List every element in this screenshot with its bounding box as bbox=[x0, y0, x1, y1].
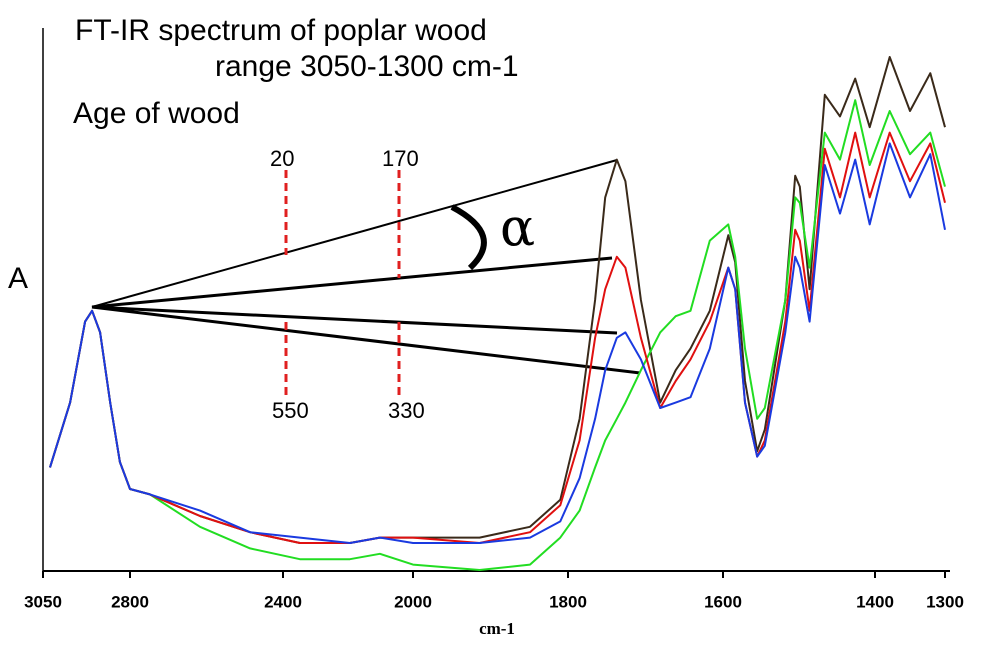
x-tick-label: 2800 bbox=[111, 592, 149, 611]
chart-subtitle: range 3050-1300 cm-1 bbox=[215, 50, 519, 83]
x-tick-label: 2400 bbox=[264, 592, 302, 611]
fan-line bbox=[91, 305, 641, 375]
fan-line bbox=[91, 256, 613, 309]
x-tick-label: 1600 bbox=[704, 592, 742, 611]
age-label: 550 bbox=[272, 398, 309, 423]
age-label: 20 bbox=[270, 146, 294, 171]
chart-title: FT-IR spectrum of poplar wood bbox=[75, 14, 487, 47]
age-label: 330 bbox=[388, 398, 425, 423]
age-markers bbox=[284, 170, 401, 398]
spectrum-line bbox=[49, 142, 946, 544]
fan-lines bbox=[91, 159, 641, 375]
x-tick-label: 1300 bbox=[926, 592, 964, 611]
fan-line bbox=[91, 305, 618, 335]
angle-label: α bbox=[500, 199, 535, 259]
fan-line bbox=[91, 159, 618, 308]
y-axis-label: A bbox=[8, 262, 28, 295]
angle-arc bbox=[450, 204, 487, 271]
x-tick-label: 1800 bbox=[549, 592, 587, 611]
x-tick-label: 2000 bbox=[394, 592, 432, 611]
annotation: Age of wood bbox=[73, 97, 240, 130]
age-label: 170 bbox=[382, 146, 419, 171]
spectrum-line bbox=[49, 99, 946, 571]
x-tick-label: 3050 bbox=[24, 592, 62, 611]
x-axis-label: cm-1 bbox=[479, 619, 515, 638]
x-tick-label: 1400 bbox=[856, 592, 894, 611]
